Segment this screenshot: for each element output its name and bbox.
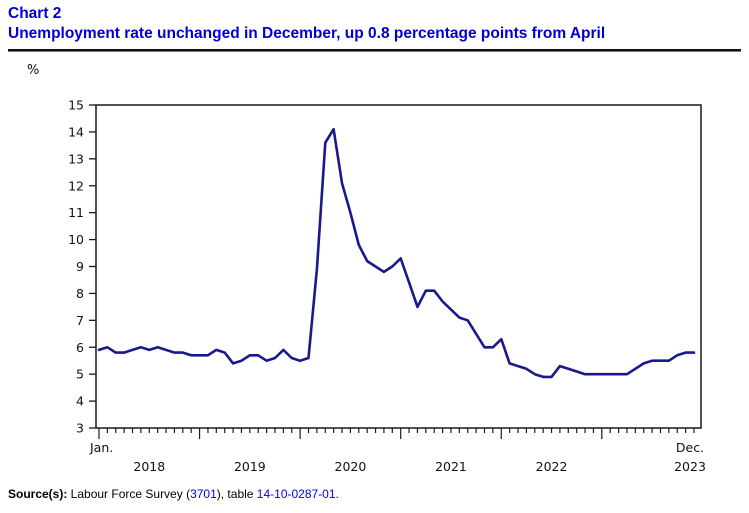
y-axis-tick-label: 12 bbox=[68, 178, 84, 193]
source-text: Labour Force Survey ( bbox=[67, 487, 191, 501]
y-axis-tick-label: 9 bbox=[76, 259, 84, 274]
y-axis-tick-label: 7 bbox=[76, 313, 84, 328]
table-number-link[interactable]: 14-10-0287-01 bbox=[256, 487, 336, 501]
y-axis-unit-label: % bbox=[27, 63, 40, 78]
unemployment-rate-line bbox=[97, 127, 696, 379]
y-axis-tick-label: 6 bbox=[76, 340, 84, 355]
source-prefix: Source(s): bbox=[8, 487, 68, 501]
y-axis-tick-label: 14 bbox=[68, 124, 84, 139]
chart-number-label: Chart 2 bbox=[8, 5, 62, 22]
x-axis-first-month-label: Jan. bbox=[89, 440, 113, 455]
y-axis-tick-label: 10 bbox=[68, 232, 84, 247]
y-axis-tick-label: 13 bbox=[68, 151, 84, 166]
x-axis-year-label: 2020 bbox=[335, 459, 367, 474]
chart-title: Unemployment rate unchanged in December,… bbox=[8, 25, 606, 42]
x-axis-year-label: 2023 bbox=[674, 459, 706, 474]
source-note: Source(s): Labour Force Survey (3701), t… bbox=[8, 487, 339, 501]
x-axis-last-month-label: Dec. bbox=[676, 440, 704, 455]
x-axis-year-label: 2018 bbox=[133, 459, 165, 474]
title-divider-rule bbox=[8, 49, 741, 52]
y-axis-tick-label: 8 bbox=[76, 286, 84, 301]
y-axis-tick-label: 11 bbox=[68, 205, 84, 220]
y-axis-tick-label: 4 bbox=[76, 394, 84, 409]
y-axis-tick-label: 15 bbox=[68, 98, 84, 113]
plot-frame bbox=[95, 104, 702, 429]
x-axis-year-label: 2022 bbox=[536, 459, 568, 474]
x-axis-year-label: 2019 bbox=[234, 459, 266, 474]
y-axis-tick-label: 5 bbox=[76, 367, 84, 382]
unemployment-rate-chart: 3 4 5 6 7 8 9 10 11 12 13 14 15 Jan. Dec. 2018 2019 2020 2… bbox=[68, 98, 706, 475]
x-axis-year-label: 2021 bbox=[435, 459, 467, 474]
source-text: ), table bbox=[216, 487, 257, 501]
y-axis-tick-label: 3 bbox=[76, 421, 84, 436]
survey-number-link[interactable]: 3701 bbox=[190, 487, 217, 501]
source-text: . bbox=[335, 487, 339, 501]
